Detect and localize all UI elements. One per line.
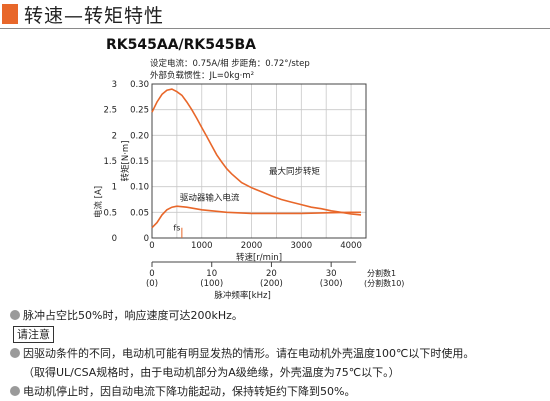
torque-axis-title: 转矩[N·m]: [120, 141, 131, 182]
bullet-icon: [10, 348, 20, 358]
torque-tick-label: 0.30: [130, 80, 149, 90]
plot-frame: [151, 83, 367, 239]
x-axis-title: 转速[r/min]: [236, 252, 282, 263]
pulse-tick-label-alt: (200): [260, 279, 283, 289]
bullet-icon: [10, 310, 20, 320]
notes: 脉冲占空比50%时，响应速度可达200kHz。 请注意 因驱动条件的不同，电动机…: [10, 306, 474, 401]
note-holding-torque: 电动机停止时，因自动电流下降功能起动，保持转矩约下降到50%。: [10, 382, 474, 401]
condition-line-2: 外部负载惯性：JL=0kg·m²: [150, 71, 254, 81]
torque-curve: [151, 88, 362, 216]
x-tick-label: 1000: [191, 241, 213, 251]
pulse-tick-label-alt: (300): [320, 279, 343, 289]
chart-series: [151, 88, 362, 238]
section-title: 转速—转矩特性: [24, 5, 165, 27]
header-divider: [0, 28, 550, 29]
x-tick-label: 2000: [241, 241, 263, 251]
x-tick-label: 0: [149, 241, 154, 251]
torque-tick-label: 0.10: [130, 183, 149, 193]
pulse-legend-line-2: (分割数10): [364, 278, 404, 288]
pulse-frequency-axis: 0(0) 10(100) 20(200) 30(300) 脉冲频率[kHz] 分割数1(分…: [146, 261, 404, 301]
pulse-tick-label: 30: [326, 269, 337, 279]
pulse-axis-title: 脉冲频率[kHz]: [214, 290, 270, 301]
torque-tick-label: 0: [144, 234, 149, 244]
chart-grid: [152, 84, 366, 238]
note-response-speed: 脉冲占空比50%时，响应速度可达200kHz。: [10, 306, 474, 325]
pulse-tick-label: 20: [266, 269, 277, 279]
current-tick-label: 0.5: [103, 208, 117, 218]
current-tick-label: 2.5: [103, 106, 117, 116]
current-tick-label: 0: [112, 234, 117, 244]
x-tick-label: 4000: [340, 241, 362, 251]
note-response-speed-text: 脉冲占空比50%时，响应速度可达200kHz。: [23, 309, 243, 322]
current-tick-label: 1.5: [103, 157, 117, 167]
model-name: RK545AA/RK545BA: [106, 37, 256, 53]
current-tick-label: 2: [112, 131, 117, 141]
chart-ticks: 0 1000 2000 3000 4000 0 0.05 0.10 0.15 0.20 0.25 0.…: [103, 80, 361, 251]
speed-torque-chart: 0 1000 2000 3000 400000.050.100.150.200.250.…: [93, 80, 404, 301]
note-holding-torque-text: 电动机停止时，因自动电流下降功能起动，保持转矩约下降到50%。: [23, 385, 356, 398]
current-curve-label: 驱动器输入电流: [180, 193, 240, 204]
torque-tick-label: 0.25: [130, 106, 149, 116]
x-tick-label: 3000: [290, 241, 312, 251]
pulse-tick-label-alt: (100): [200, 279, 223, 289]
warning-label-row: 请注意: [10, 325, 474, 344]
pulse-tick-label-alt: (0): [146, 279, 158, 289]
warning-label: 请注意: [13, 326, 54, 343]
pulse-tick-label: 10: [206, 269, 217, 279]
condition-line-1: 设定电流：0.75A/相 步距角：0.72°/step: [150, 59, 310, 69]
torque-curve-label: 最大同步转矩: [269, 166, 321, 177]
pulse-legend-line-1: 分割数1: [367, 268, 396, 278]
note-ul-csa: （取得UL/CSA规格时，由于电动机部分为A级绝缘，外壳温度为75℃以下。）: [23, 366, 400, 379]
section-header: 转速—转矩特性: [0, 0, 550, 30]
note-heat-text: 因驱动条件的不同，电动机可能有明显发热的情形。请在电动机外壳温度100℃以下时使…: [23, 347, 475, 360]
current-curve: [151, 205, 361, 229]
torque-tick-label: 0.20: [130, 131, 149, 141]
pulse-tick-label: 0: [149, 269, 154, 279]
torque-tick-label: 0.15: [130, 157, 149, 167]
bullet-icon: [10, 386, 20, 396]
fs-label: fs: [173, 224, 180, 233]
current-tick-label: 1: [112, 183, 117, 193]
orange-marker-icon: [2, 4, 18, 24]
current-axis-title: 电流 [A]: [93, 186, 104, 218]
note-heat: 因驱动条件的不同，电动机可能有明显发热的情形。请在电动机外壳温度100℃以下时使…: [10, 344, 474, 363]
torque-tick-label: 0.05: [130, 208, 149, 218]
current-tick-label: 3: [112, 80, 117, 90]
